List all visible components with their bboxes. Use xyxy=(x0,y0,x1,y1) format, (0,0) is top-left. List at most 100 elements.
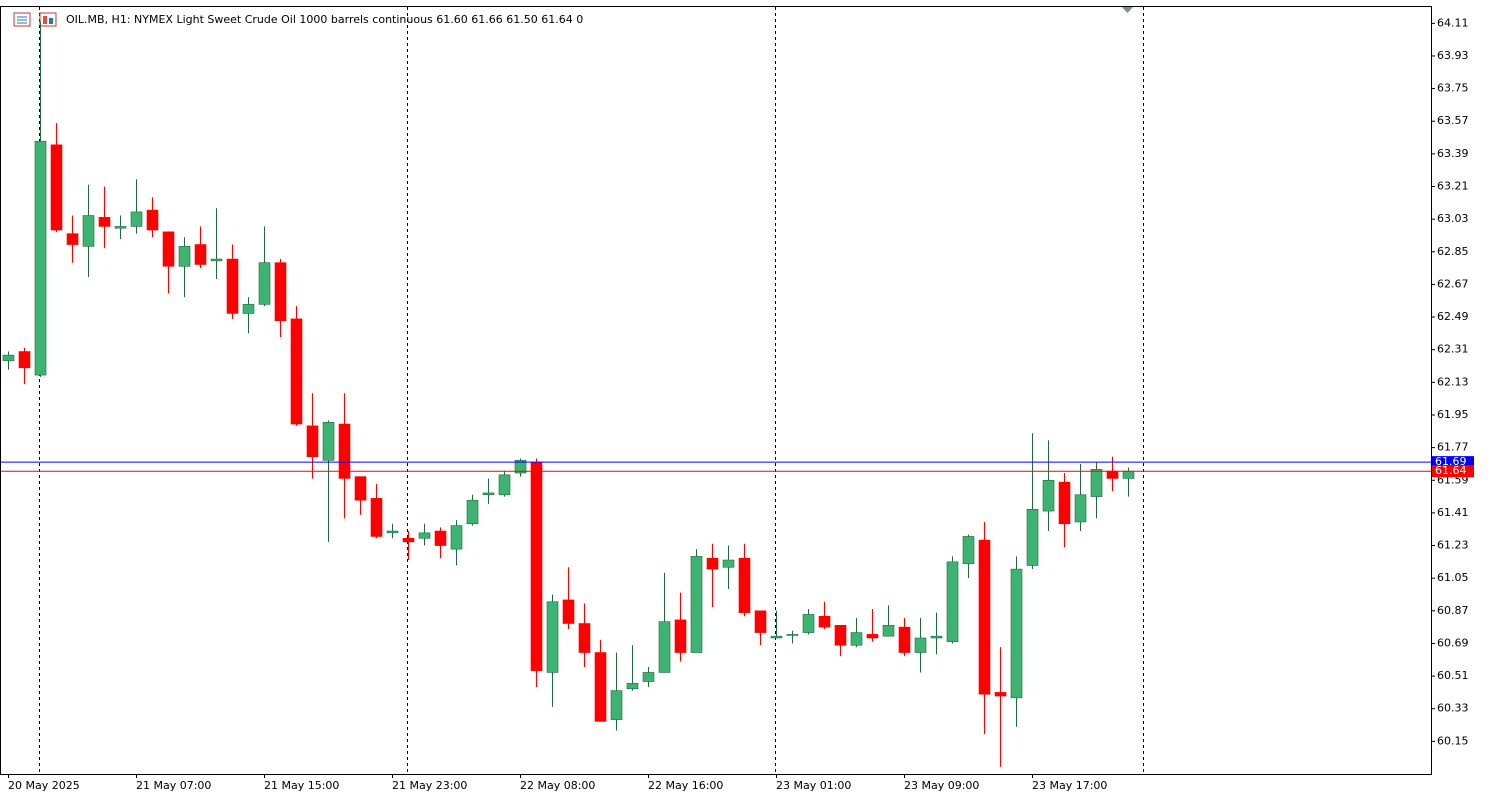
candle-body xyxy=(194,244,207,265)
icon-bar xyxy=(49,18,53,24)
candle-body xyxy=(226,258,239,314)
y-tick-label: 63.39 xyxy=(1437,147,1469,160)
candle-body xyxy=(1058,481,1071,525)
candle-body xyxy=(818,615,831,628)
candle-body xyxy=(130,211,143,227)
candle-body xyxy=(994,692,1007,697)
candle-body xyxy=(418,532,431,539)
candle-body xyxy=(338,423,351,479)
candle-body xyxy=(610,690,623,720)
y-tick-label: 61.77 xyxy=(1437,441,1469,454)
y-tick-label: 64.11 xyxy=(1437,16,1469,29)
candle-body xyxy=(978,539,991,695)
candle-body xyxy=(722,559,735,568)
candle-body xyxy=(962,536,975,564)
candle-body xyxy=(770,635,783,639)
candle-body xyxy=(786,634,799,636)
y-tick-label: 63.75 xyxy=(1437,82,1469,95)
candle-body xyxy=(18,351,31,369)
candle-body xyxy=(322,421,335,461)
candle-body xyxy=(898,626,911,653)
y-tick-label: 60.15 xyxy=(1437,734,1469,747)
candle-body xyxy=(34,140,47,376)
y-tick-label: 63.21 xyxy=(1437,180,1469,193)
x-tick-label: 23 May 01:00 xyxy=(776,779,851,792)
candle-body xyxy=(210,258,223,262)
y-tick-label: 61.05 xyxy=(1437,571,1469,584)
candle-body xyxy=(850,632,863,646)
x-tick-label: 23 May 09:00 xyxy=(904,779,979,792)
candle-body xyxy=(242,304,255,314)
candle-body xyxy=(306,425,319,457)
y-tick-label: 62.13 xyxy=(1437,375,1469,388)
candle-body xyxy=(162,231,175,267)
x-tick-label: 22 May 08:00 xyxy=(520,779,595,792)
candle-body xyxy=(626,683,639,690)
x-tick-label: 23 May 17:00 xyxy=(1032,779,1107,792)
candle-body xyxy=(466,499,479,525)
candle-body xyxy=(370,498,383,537)
candle-body xyxy=(402,537,415,543)
x-tick-label: 22 May 16:00 xyxy=(648,779,723,792)
candle-body xyxy=(258,262,271,305)
candle-body xyxy=(50,144,63,231)
candle-body xyxy=(1090,469,1103,497)
candle-body xyxy=(530,461,543,671)
candle-body xyxy=(866,634,879,639)
icon-bar xyxy=(43,16,47,24)
candle-body xyxy=(658,621,671,673)
candle-body xyxy=(114,226,127,229)
candle-body xyxy=(706,557,719,570)
candle-body xyxy=(146,209,159,231)
candle-body xyxy=(82,215,95,247)
candle-body xyxy=(290,318,303,425)
price-label: 61.69 xyxy=(1435,455,1467,468)
candle-body xyxy=(514,460,527,474)
y-tick-label: 60.87 xyxy=(1437,604,1469,617)
icon-chart[interactable] xyxy=(39,12,57,27)
chart-title: OIL.MB, H1: NYMEX Light Sweet Crude Oil … xyxy=(66,13,583,26)
x-tick-label: 21 May 23:00 xyxy=(392,779,467,792)
y-tick-label: 62.67 xyxy=(1437,277,1469,290)
candle-body xyxy=(802,614,815,633)
candle-body xyxy=(754,610,767,633)
candle-body xyxy=(578,623,591,653)
price-label-box xyxy=(1432,465,1474,478)
candle-body xyxy=(562,599,575,624)
y-tick-label: 61.41 xyxy=(1437,506,1469,519)
x-tick-label: 21 May 07:00 xyxy=(136,779,211,792)
y-tick-label: 63.57 xyxy=(1437,114,1469,127)
y-tick-label: 61.95 xyxy=(1437,408,1469,421)
candle-body xyxy=(930,635,943,639)
x-tick-label: 21 May 15:00 xyxy=(264,779,339,792)
candle-body xyxy=(66,233,79,245)
candle-body xyxy=(642,672,655,682)
candle-body xyxy=(594,652,607,722)
candle-body xyxy=(2,354,15,361)
y-tick-label: 63.03 xyxy=(1437,212,1469,225)
y-tick-label: 60.51 xyxy=(1437,669,1469,682)
x-tick-label: 20 May 2025 xyxy=(8,779,80,792)
y-tick-label: 62.31 xyxy=(1437,343,1469,356)
day-separators xyxy=(39,7,1144,774)
candle-body xyxy=(1010,568,1023,699)
plot-frame xyxy=(0,6,1432,775)
y-tick-label: 62.49 xyxy=(1437,310,1469,323)
y-tick-label: 60.69 xyxy=(1437,636,1469,649)
candle-body xyxy=(450,525,463,550)
candle-body xyxy=(674,619,687,653)
candle-body xyxy=(914,637,927,653)
candle-body xyxy=(1122,470,1135,479)
y-tick-label: 63.93 xyxy=(1437,49,1469,62)
candle-body xyxy=(1106,470,1119,479)
candle-body xyxy=(546,601,559,673)
y-tick-label: 61.23 xyxy=(1437,539,1469,552)
candle-body xyxy=(1074,494,1087,523)
price-label: 61.64 xyxy=(1435,464,1467,477)
candle-body xyxy=(482,492,495,496)
candle-body xyxy=(882,625,895,637)
shift-marker[interactable] xyxy=(1122,7,1133,13)
y-tick-label: 62.85 xyxy=(1437,245,1469,258)
